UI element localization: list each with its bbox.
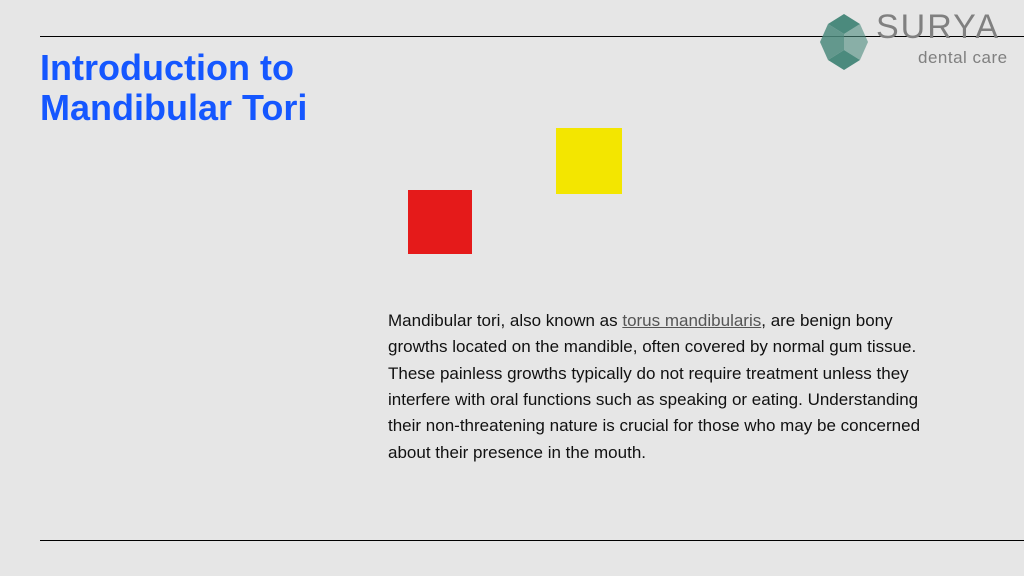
body-post-link: , are benign bony growths located on the… [388, 311, 920, 462]
slide: Introduction to Mandibular Tori Mandibul… [0, 0, 1024, 576]
body-paragraph: Mandibular tori, also known as torus man… [388, 308, 928, 466]
title-line-1: Introduction to [40, 47, 294, 88]
red-square [408, 190, 472, 254]
title-line-2: Mandibular Tori [40, 87, 307, 128]
body-pre-link: Mandibular tori, also known as [388, 311, 622, 330]
logo-mark-icon [814, 12, 874, 72]
torus-mandibularis-link[interactable]: torus mandibularis [622, 311, 761, 330]
yellow-square [556, 128, 622, 194]
bottom-rule [40, 540, 1024, 541]
slide-title: Introduction to Mandibular Tori [40, 48, 307, 129]
logo-text-sub: dental care [918, 48, 1008, 68]
brand-logo: SURYA dental care [814, 6, 1024, 76]
logo-text-main: SURYA [876, 8, 1000, 47]
